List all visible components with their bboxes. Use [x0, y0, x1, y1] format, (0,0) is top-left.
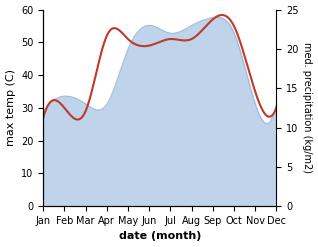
Y-axis label: max temp (C): max temp (C) [5, 69, 16, 146]
X-axis label: date (month): date (month) [119, 231, 201, 242]
Y-axis label: med. precipitation (kg/m2): med. precipitation (kg/m2) [302, 42, 313, 173]
